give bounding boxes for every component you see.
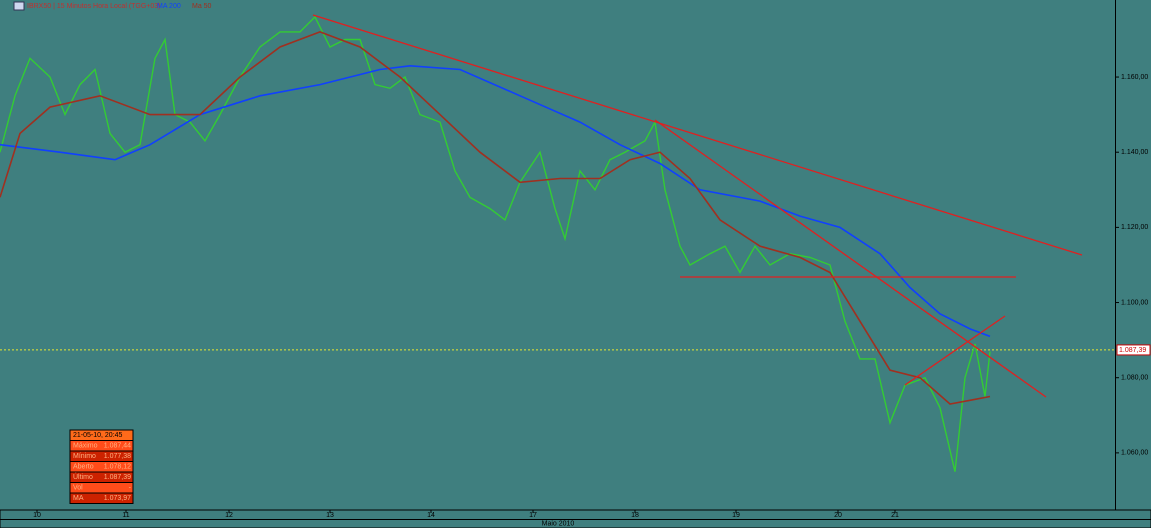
info-row-label: MA [73, 495, 84, 502]
info-row-label: Aberto [73, 464, 94, 471]
y-tick-label: 1.100,00 [1121, 299, 1148, 306]
x-tick-label: 13 [326, 512, 334, 519]
info-header: 21-05-10, 20:45 [73, 432, 123, 439]
legend: IBRX50 | 15 Minutos Hora Local (TGG+03)M… [27, 3, 212, 10]
legend-entry: MA 200 [157, 3, 181, 10]
legend-entry: IBRX50 | 15 Minutos Hora Local (TGG+03) [27, 3, 161, 10]
info-row-label: Vol [73, 485, 83, 492]
trendlines [312, 14, 1083, 398]
info-row-value: 1.087,39 [104, 474, 131, 481]
x-tick-label: 12 [225, 512, 233, 519]
series-line [0, 64, 991, 338]
info-row-value: - [129, 485, 132, 492]
x-tick-label: 14 [427, 512, 435, 519]
x-tick-label: 19 [732, 512, 740, 519]
info-row-value: 1.087,44 [104, 443, 131, 450]
info-row-value: 1.078,12 [104, 464, 131, 471]
info-row-label: Mínimo [73, 453, 96, 460]
legend-icon [13, 1, 25, 11]
x-tick-label: 10 [33, 512, 41, 519]
legend-entry: Ma 50 [192, 3, 212, 10]
y-tick-label: 1.080,00 [1121, 375, 1148, 382]
last-price-label: 1.087,39 [1119, 347, 1146, 354]
trendline [904, 315, 1006, 386]
trendline [654, 119, 1047, 398]
info-row-bg [69, 492, 134, 504]
series-line [0, 15, 991, 472]
x-tick-label: 20 [834, 512, 842, 519]
series-line [0, 31, 991, 405]
x-tick-label: 11 [122, 512, 129, 519]
x-tick-label: 17 [529, 512, 537, 519]
y-tick-label: 1.060,00 [1121, 450, 1148, 457]
y-tick-label: 1.140,00 [1121, 149, 1148, 156]
info-row-value: 1.073,97 [104, 495, 131, 502]
last-price-box [1116, 344, 1151, 356]
trendline [312, 14, 1083, 256]
x-tick-label: 21 [891, 512, 899, 519]
info-row-label: Máximo [73, 443, 98, 450]
x-axis-label: Maio 2010 [542, 520, 575, 527]
info-row-value: 1.077,38 [104, 453, 131, 460]
info-row-label: Último [73, 472, 93, 481]
y-tick-label: 1.160,00 [1121, 74, 1148, 81]
y-tick-label: 1.120,00 [1121, 224, 1148, 231]
info-box: 21-05-10, 20:45 Máximo 1.087,44 Mínimo 1.077… [69, 429, 134, 504]
x-tick-label: 18 [631, 512, 639, 519]
